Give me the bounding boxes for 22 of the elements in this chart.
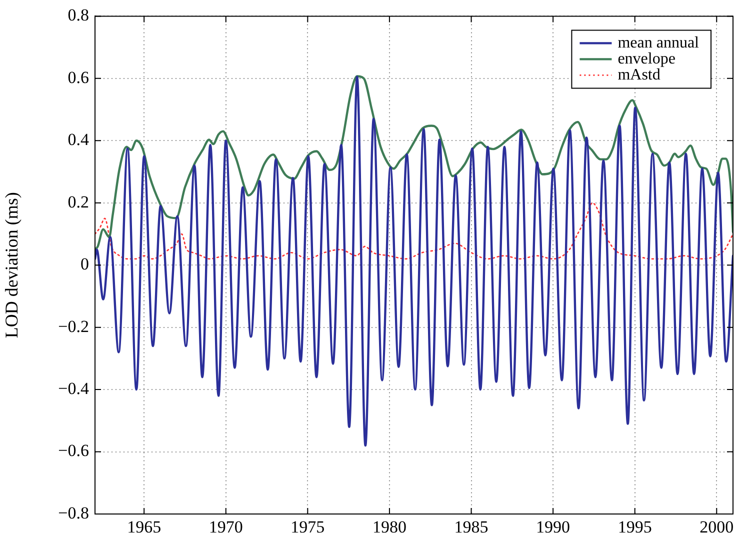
x-tick-label: 1965	[127, 518, 162, 537]
legend-label: mean annual	[618, 34, 700, 52]
x-tick-label: 1980	[372, 518, 406, 537]
x-tick-label: 1975	[290, 518, 325, 537]
y-tick-label: 0.8	[68, 6, 89, 25]
y-tick-label: 0.2	[68, 192, 89, 212]
x-tick-label: 1970	[208, 518, 243, 537]
x-tick-label: 1995	[618, 518, 652, 537]
line-series	[95, 202, 733, 260]
y-tick-label: −0.2	[58, 316, 89, 336]
legend-label: envelope	[618, 50, 676, 68]
x-tick-label: 1990	[536, 518, 570, 537]
y-tick-label: 0.6	[68, 68, 89, 87]
y-tick-label: −0.8	[58, 503, 89, 522]
y-tick-label: −0.6	[58, 441, 89, 460]
legend-label: mAstd	[618, 66, 660, 84]
y-tick-label: 0.4	[68, 130, 90, 150]
y-tick-label: −0.4	[58, 379, 90, 398]
x-tick-label: 2000	[700, 518, 734, 537]
y-axis-title: LOD deviation (ms)	[2, 192, 22, 338]
x-tick-label: 1985	[454, 518, 488, 537]
y-tick-label: 0	[80, 254, 89, 274]
